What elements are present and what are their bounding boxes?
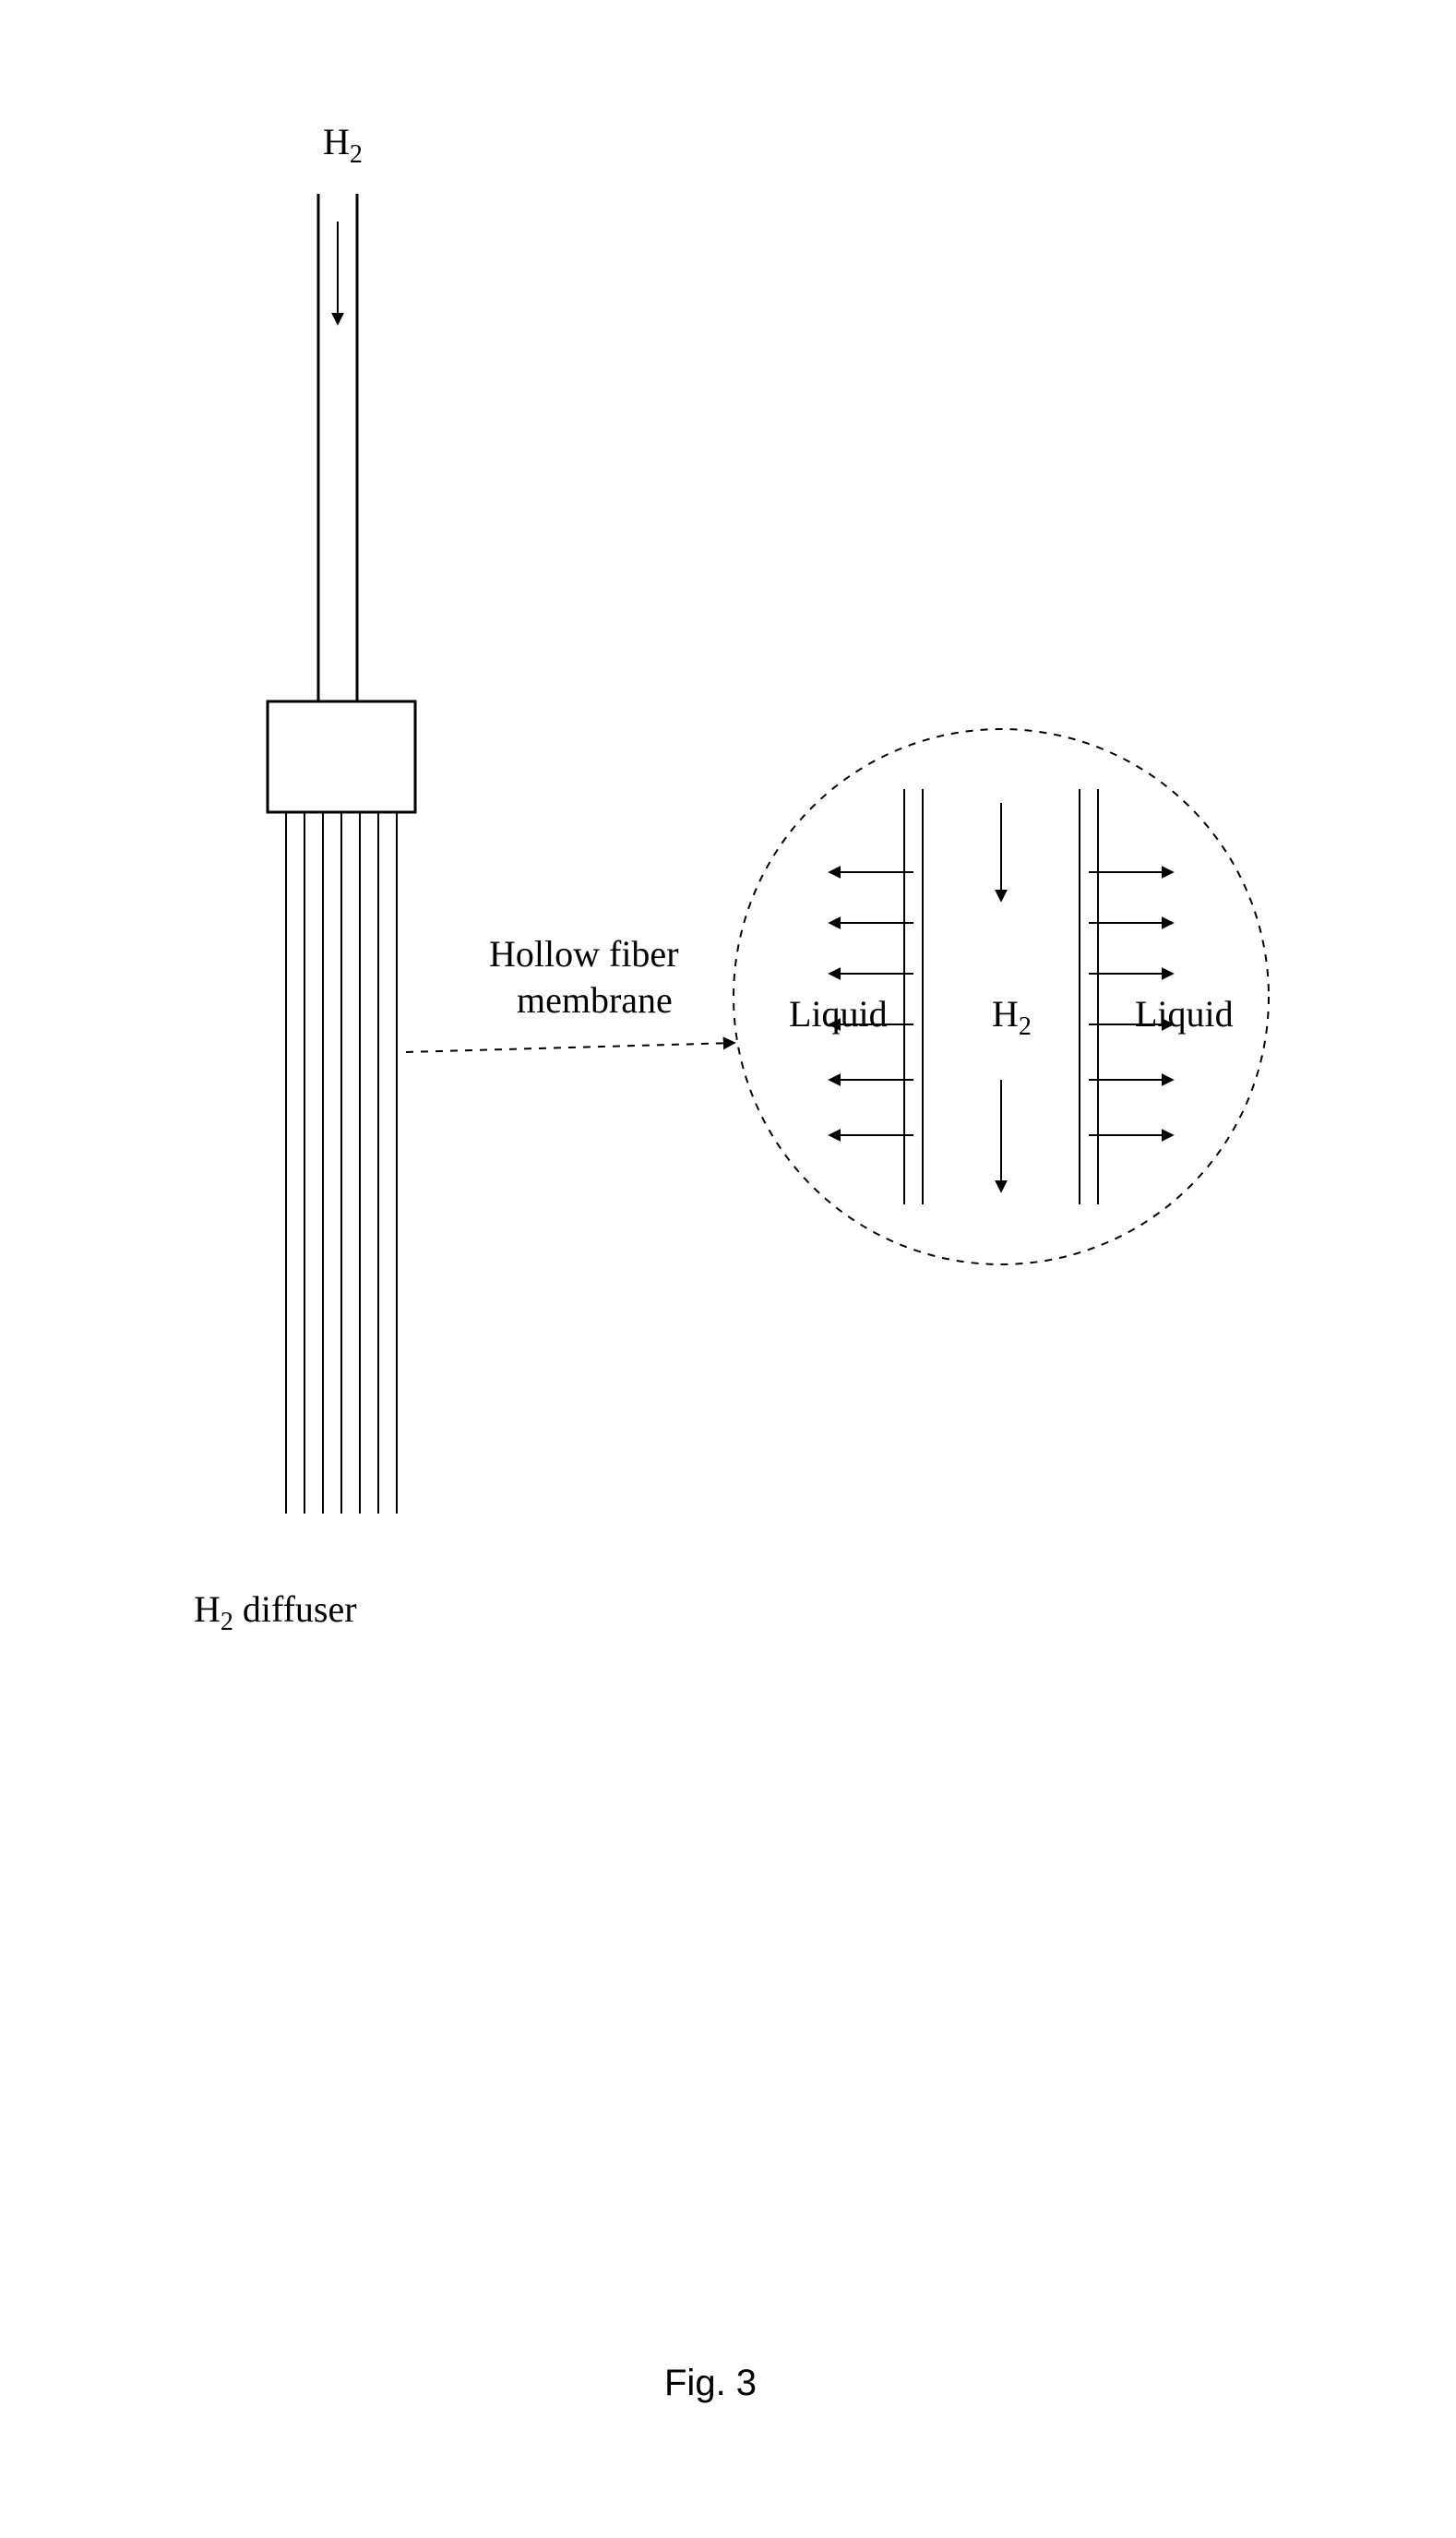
- diagram-svg: [0, 0, 1456, 2538]
- figure-stage: H2 H2 diffuser Hollow fiber membrane Liq…: [0, 0, 1456, 2538]
